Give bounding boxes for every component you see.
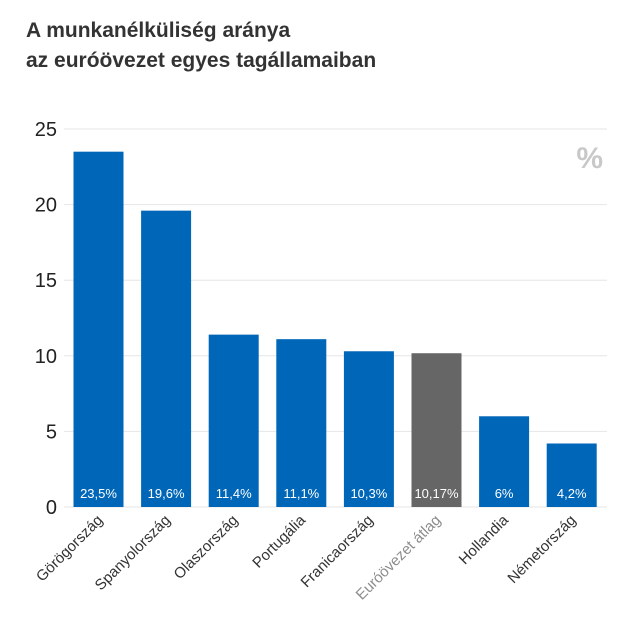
data-label: 10,3%: [350, 486, 387, 501]
bar: [141, 210, 192, 507]
chart-title-line-2: az euróövezet egyes tagállamaiban: [26, 49, 377, 72]
y-tick-label: 5: [46, 421, 57, 443]
x-category-label: Olaszország: [171, 512, 242, 583]
unit-label: %: [576, 142, 603, 175]
y-tick-label: 0: [46, 497, 57, 519]
data-label: 19,6%: [148, 486, 185, 501]
x-category-label: Németország: [504, 512, 579, 587]
data-label: 6%: [495, 486, 514, 501]
data-label: 4,2%: [557, 486, 587, 501]
chart-title: A munkanélküliség aránya az euróövezet e…: [26, 16, 376, 76]
bar: [479, 416, 530, 507]
data-label: 11,1%: [283, 486, 319, 501]
bar: [411, 353, 462, 507]
data-label: 23,5%: [80, 486, 117, 501]
y-tick-label: 15: [35, 270, 57, 292]
y-tick-label: 25: [35, 119, 57, 141]
data-label: 10,17%: [414, 486, 459, 501]
y-tick-label: 20: [35, 195, 57, 217]
x-category-label: Hollandia: [456, 511, 513, 568]
bar: [343, 351, 394, 507]
x-category-label: Görögország: [33, 512, 106, 585]
y-tick-label: 10: [35, 346, 57, 368]
bar: [73, 151, 124, 507]
chart-title-line-1: A munkanélküliség aránya: [26, 19, 291, 42]
bar: [546, 443, 597, 507]
y-axis-ticks: 0 5 10 15 20 25: [35, 119, 57, 519]
bar: [208, 334, 259, 507]
x-category-label: Portugália: [249, 511, 309, 571]
data-labels: 23,5% 19,6% 11,4% 11,1% 10,3% 10,17% 6% 4,2%: [80, 486, 587, 501]
bars: [73, 151, 597, 507]
data-label: 11,4%: [216, 486, 252, 501]
bar: [276, 339, 327, 507]
